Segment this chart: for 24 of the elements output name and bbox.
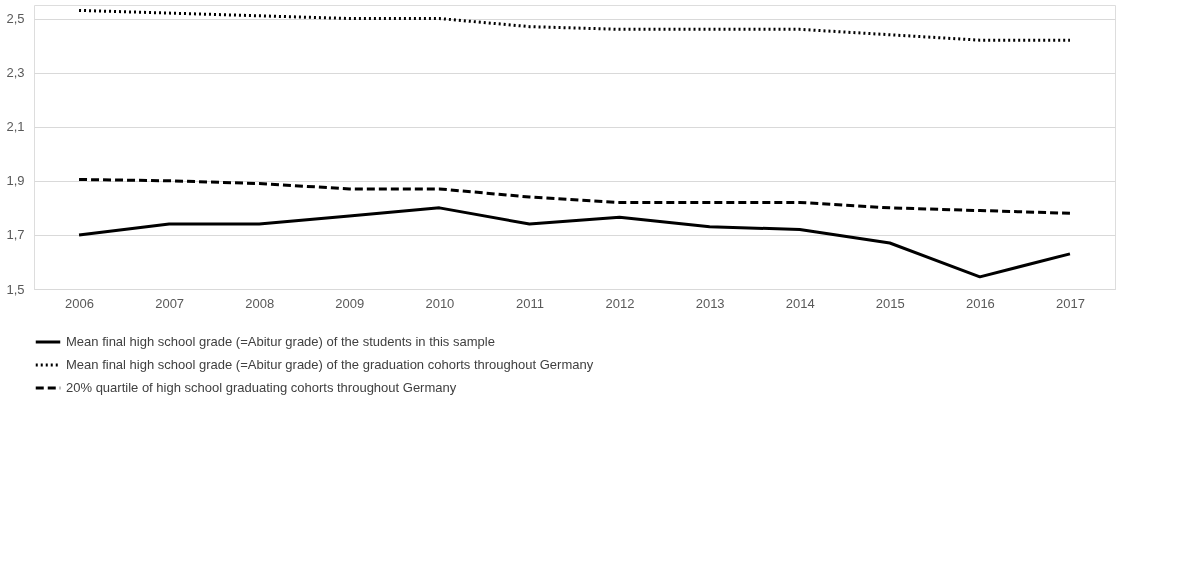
line-series bbox=[77, 177, 1072, 215]
y-tick-label: 2,1 bbox=[6, 119, 25, 135]
y-tick-label: 1,7 bbox=[6, 227, 25, 243]
x-tick-label: 2010 bbox=[425, 295, 455, 311]
x-tick-label: 2014 bbox=[785, 295, 815, 311]
y-tick-label: 2,5 bbox=[6, 11, 25, 27]
x-tick-label: 2013 bbox=[695, 295, 725, 311]
legend-label: Mean final high school grade (=Abitur grade) of the graduation cohorts throughout Germany bbox=[66, 357, 594, 372]
x-tick-label: 2015 bbox=[875, 295, 905, 311]
line-series bbox=[77, 206, 1072, 279]
x-tick-label: 2017 bbox=[1056, 295, 1085, 311]
y-tick-label: 2,3 bbox=[6, 65, 25, 81]
x-tick-label: 2006 bbox=[65, 295, 94, 311]
line-series bbox=[77, 8, 1072, 42]
y-tick-label: 1,5 bbox=[6, 281, 25, 297]
x-tick-label: 2008 bbox=[245, 295, 275, 311]
x-tick-label: 2007 bbox=[155, 295, 185, 311]
x-tick-label: 2011 bbox=[515, 295, 544, 311]
legend-label: 20% quartile of high school graduating cohorts throughout Germany bbox=[66, 380, 457, 395]
x-tick-label: 2009 bbox=[335, 295, 365, 311]
legend-label: Mean final high school grade (=Abitur grade) of the students in this sample bbox=[66, 334, 495, 349]
x-tick-label: 2012 bbox=[605, 295, 635, 311]
x-tick-label: 2016 bbox=[965, 295, 995, 311]
y-tick-label: 1,9 bbox=[6, 173, 25, 189]
